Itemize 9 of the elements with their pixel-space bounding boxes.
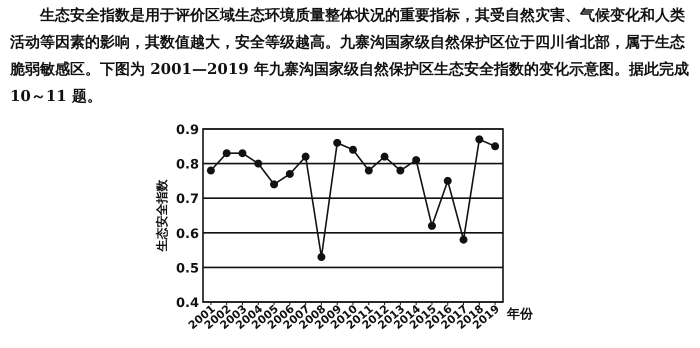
y-tick-label: 0.4: [176, 296, 199, 311]
y-tick-label: 0.6: [176, 226, 199, 242]
x-axis-title: 年份: [506, 307, 534, 322]
y-tick-label: 0.7: [176, 192, 199, 208]
y-axis-title: 生态安全指数: [155, 178, 169, 252]
y-tick-label: 0.8: [176, 158, 199, 173]
y-tick-label: 0.5: [176, 261, 199, 276]
annotation: 生态安全指数是用于评价区域生态环境质量整体状况的重要指标，其受自然灾害、气候变化和人类活动等因素的影响，其数值越大，安全等级越高。九寨沟国家级自然保护区位于四川省北部，属于生态脆弱敏感区。下图为 2001—2019 年九寨沟国家级自然保护区生态安全指数的变化示意图。据此完成 10～11 题。: [10, 6, 689, 105]
y-tick-label: 0.9: [176, 123, 199, 138]
